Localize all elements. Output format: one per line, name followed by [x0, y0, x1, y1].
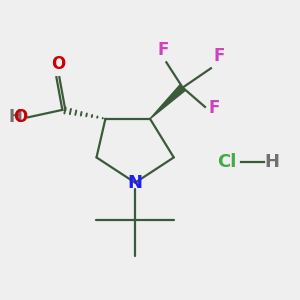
Polygon shape [150, 85, 185, 119]
Text: H: H [9, 108, 23, 126]
Text: H: H [264, 153, 279, 171]
Text: F: F [214, 47, 225, 65]
Text: Cl: Cl [218, 153, 237, 171]
Text: O: O [51, 55, 65, 73]
Text: O: O [13, 108, 28, 126]
Text: N: N [128, 174, 142, 192]
Text: F: F [158, 41, 169, 59]
Text: F: F [208, 99, 220, 117]
